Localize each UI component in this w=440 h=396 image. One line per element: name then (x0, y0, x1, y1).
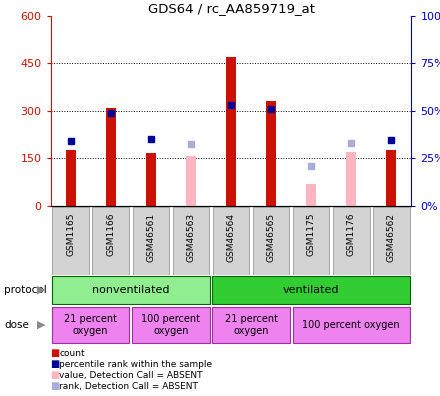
Bar (306, 184, 316, 206)
Bar (52, 276, 209, 304)
Bar (66, 150, 76, 206)
Bar (213, 276, 410, 304)
Text: GSM46563: GSM46563 (187, 213, 195, 262)
Bar (213, 307, 290, 343)
Text: 100 percent oxygen: 100 percent oxygen (302, 320, 400, 330)
Text: GSM46562: GSM46562 (387, 213, 396, 262)
Bar (293, 307, 410, 343)
Bar (172, 207, 209, 274)
Bar (213, 207, 249, 274)
Bar (226, 57, 236, 206)
Text: nonventilated: nonventilated (92, 285, 169, 295)
Text: count: count (59, 349, 85, 358)
Text: 100 percent
oxygen: 100 percent oxygen (141, 314, 200, 335)
Text: ■: ■ (51, 370, 60, 380)
Text: GSM1176: GSM1176 (347, 213, 356, 256)
Text: GSM46561: GSM46561 (147, 213, 155, 262)
Bar (186, 156, 196, 206)
Bar (373, 207, 410, 274)
Text: dose: dose (4, 320, 29, 330)
Text: protocol: protocol (4, 285, 47, 295)
Bar (106, 108, 116, 206)
Bar (146, 153, 156, 206)
Bar (253, 207, 290, 274)
Text: GSM1175: GSM1175 (307, 213, 315, 256)
Bar (266, 101, 276, 206)
Text: ▶: ▶ (37, 285, 45, 295)
Text: GSM46564: GSM46564 (227, 213, 235, 262)
Text: ▶: ▶ (37, 320, 45, 330)
Text: ■: ■ (51, 359, 60, 369)
Bar (92, 207, 129, 274)
Bar (52, 307, 129, 343)
Text: ■: ■ (51, 381, 60, 391)
Bar (333, 207, 370, 274)
Title: GDS64 / rc_AA859719_at: GDS64 / rc_AA859719_at (147, 2, 315, 15)
Bar (293, 207, 330, 274)
Text: GSM46565: GSM46565 (267, 213, 275, 262)
Bar (386, 150, 396, 206)
Text: ventilated: ventilated (283, 285, 339, 295)
Text: value, Detection Call = ABSENT: value, Detection Call = ABSENT (59, 371, 203, 380)
Text: 21 percent
oxygen: 21 percent oxygen (224, 314, 278, 335)
Bar (132, 207, 169, 274)
Text: GSM1166: GSM1166 (106, 213, 115, 256)
Text: rank, Detection Call = ABSENT: rank, Detection Call = ABSENT (59, 382, 198, 391)
Bar (132, 307, 209, 343)
Text: percentile rank within the sample: percentile rank within the sample (59, 360, 213, 369)
Text: 21 percent
oxygen: 21 percent oxygen (64, 314, 117, 335)
Text: GSM1165: GSM1165 (66, 213, 75, 256)
Bar (52, 207, 89, 274)
Bar (346, 152, 356, 206)
Text: ■: ■ (51, 348, 60, 358)
